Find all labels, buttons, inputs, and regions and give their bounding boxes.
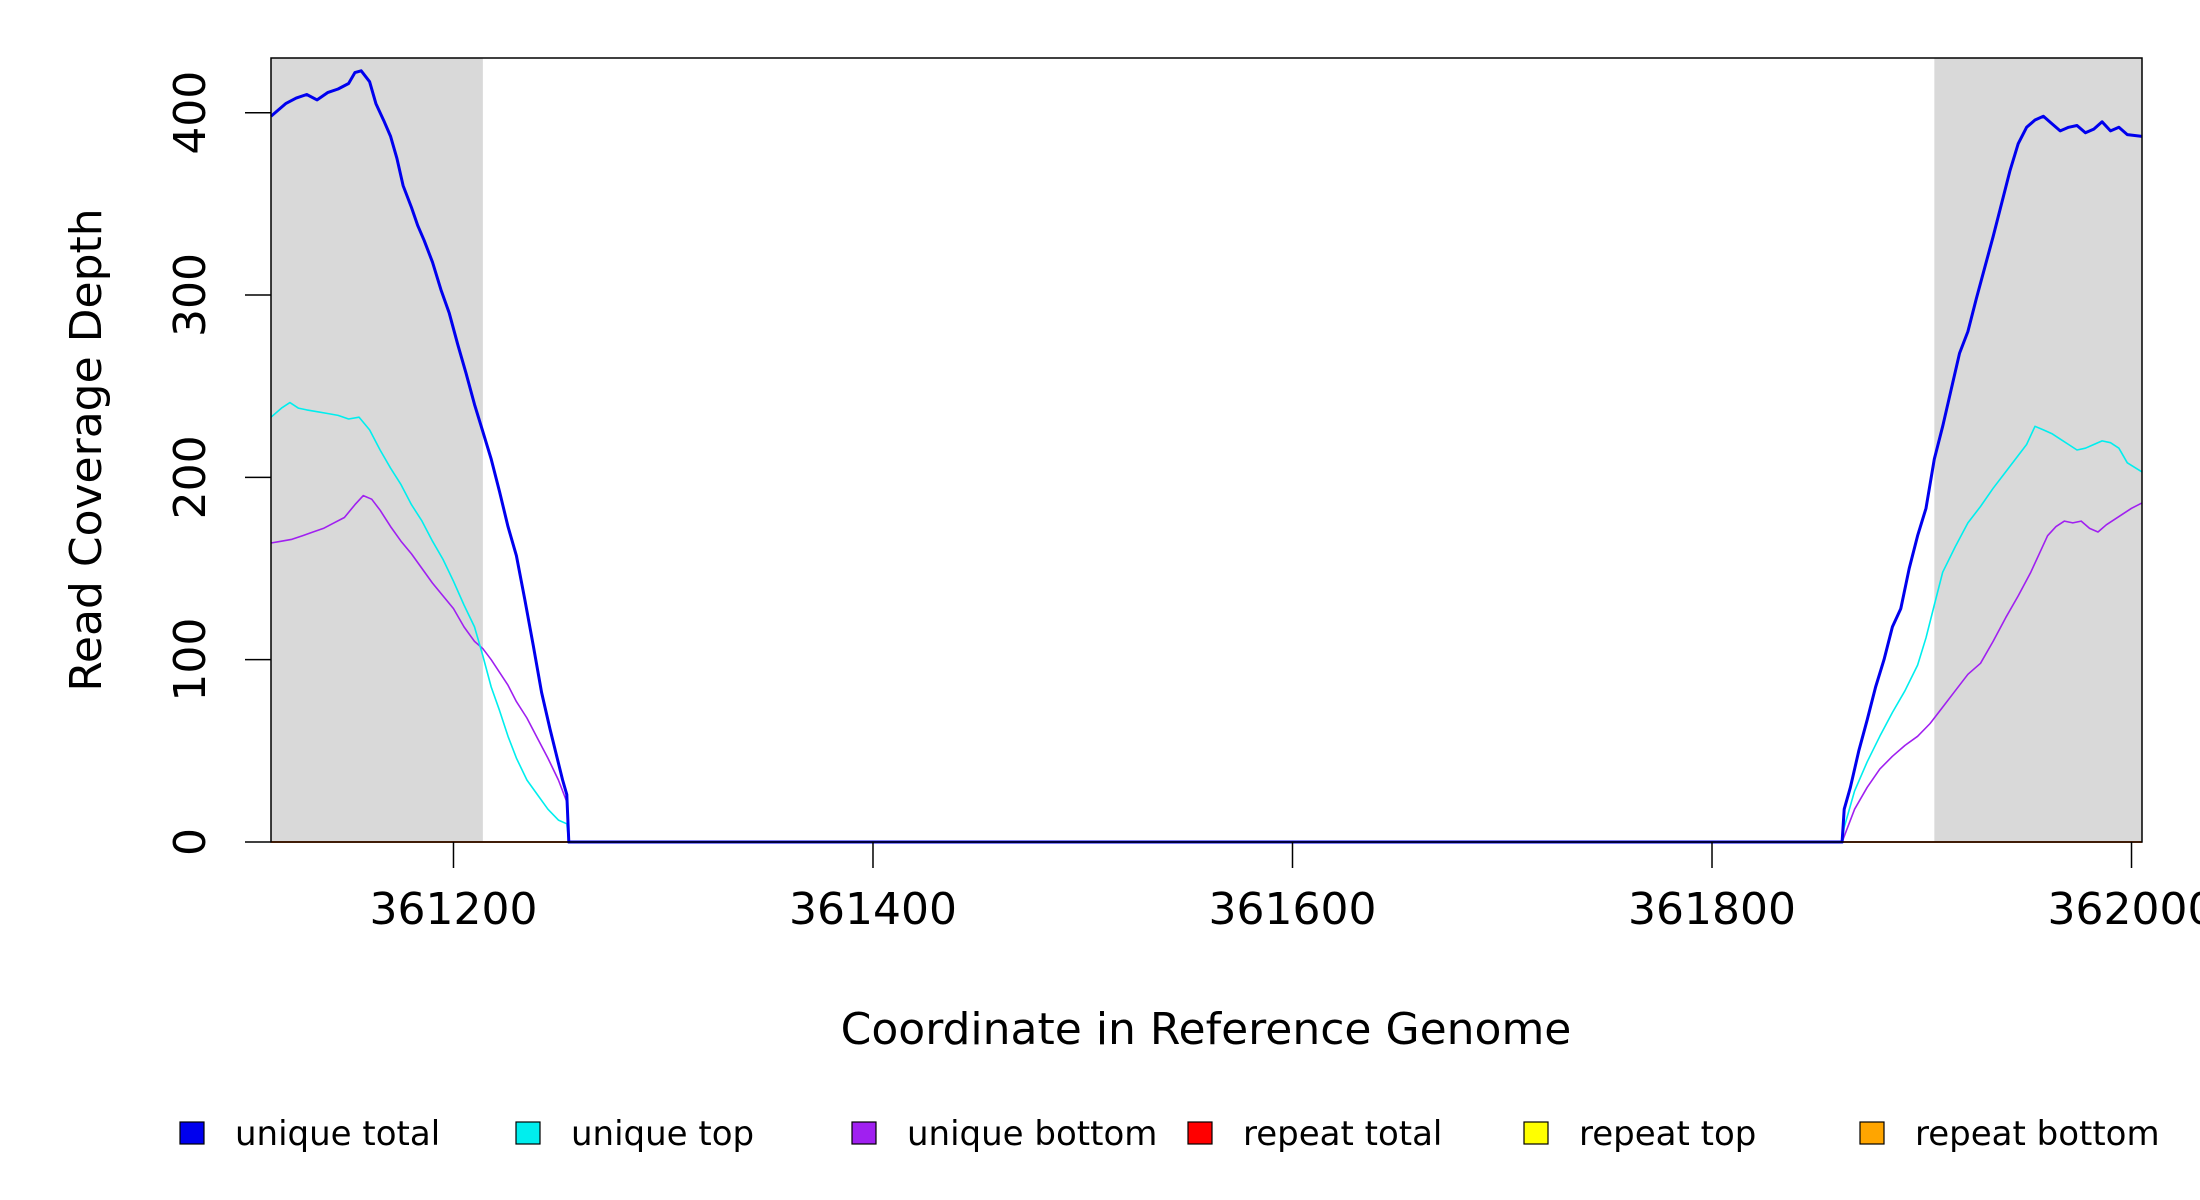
x-axis: 361200 361400 361600 361800 362000 <box>370 842 2200 935</box>
legend-label-repeat-total: repeat total <box>1243 1114 1442 1154</box>
legend-swatch-unique-bottom <box>851 1121 877 1145</box>
x-tick-label: 362000 <box>2048 884 2200 935</box>
legend-label-repeat-top: repeat top <box>1579 1114 1756 1154</box>
legend-swatch-unique-total <box>179 1121 205 1145</box>
shaded-regions <box>271 58 2142 842</box>
legend-label-unique-top: unique top <box>571 1114 754 1154</box>
legend-label-unique-total: unique total <box>235 1114 440 1154</box>
legend-swatch-repeat-total <box>1187 1121 1213 1145</box>
x-tick-label: 361400 <box>789 884 957 935</box>
y-tick-label: 300 <box>165 253 216 337</box>
y-axis-label: Read Coverage Depth <box>61 208 112 691</box>
legend-label-repeat-bottom: repeat bottom <box>1915 1114 2160 1154</box>
shaded-region-1 <box>271 58 483 842</box>
series-lines <box>270 69 2143 844</box>
legend-swatch-repeat-top <box>1523 1121 1549 1145</box>
y-tick-label: 100 <box>165 618 216 702</box>
legend-swatch-repeat-bottom <box>1859 1121 1885 1145</box>
legend-label-unique-bottom: unique bottom <box>907 1114 1157 1154</box>
legend-swatch-unique-top <box>515 1121 541 1145</box>
series-line-unique-top <box>270 401 2143 843</box>
y-tick-label: 400 <box>165 71 216 155</box>
x-tick-label: 361200 <box>370 884 538 935</box>
series-line-unique-total <box>270 69 2143 844</box>
series-line-unique-bottom <box>270 494 2143 843</box>
y-axis: 0 100 200 300 400 <box>165 71 271 856</box>
x-tick-label: 361600 <box>1209 884 1377 935</box>
x-tick-label: 361800 <box>1628 884 1796 935</box>
x-axis-label: Coordinate in Reference Genome <box>841 1004 1572 1055</box>
y-tick-label: 0 <box>165 828 216 856</box>
shaded-region-2 <box>1934 58 2142 842</box>
y-tick-label: 200 <box>165 435 216 519</box>
plot-frame <box>270 57 2143 843</box>
legend: unique total unique top unique bottom repea… <box>179 1114 2160 1154</box>
